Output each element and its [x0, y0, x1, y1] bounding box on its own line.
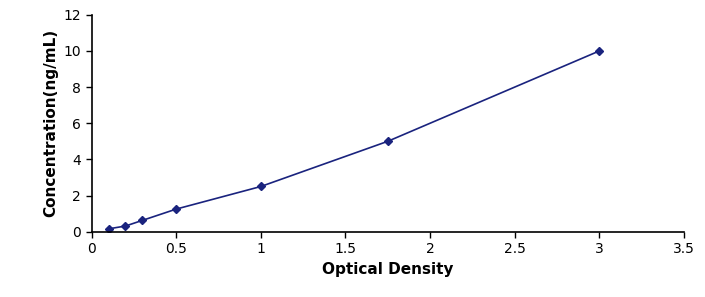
- X-axis label: Optical Density: Optical Density: [322, 262, 453, 277]
- Y-axis label: Concentration(ng/mL): Concentration(ng/mL): [43, 29, 58, 217]
